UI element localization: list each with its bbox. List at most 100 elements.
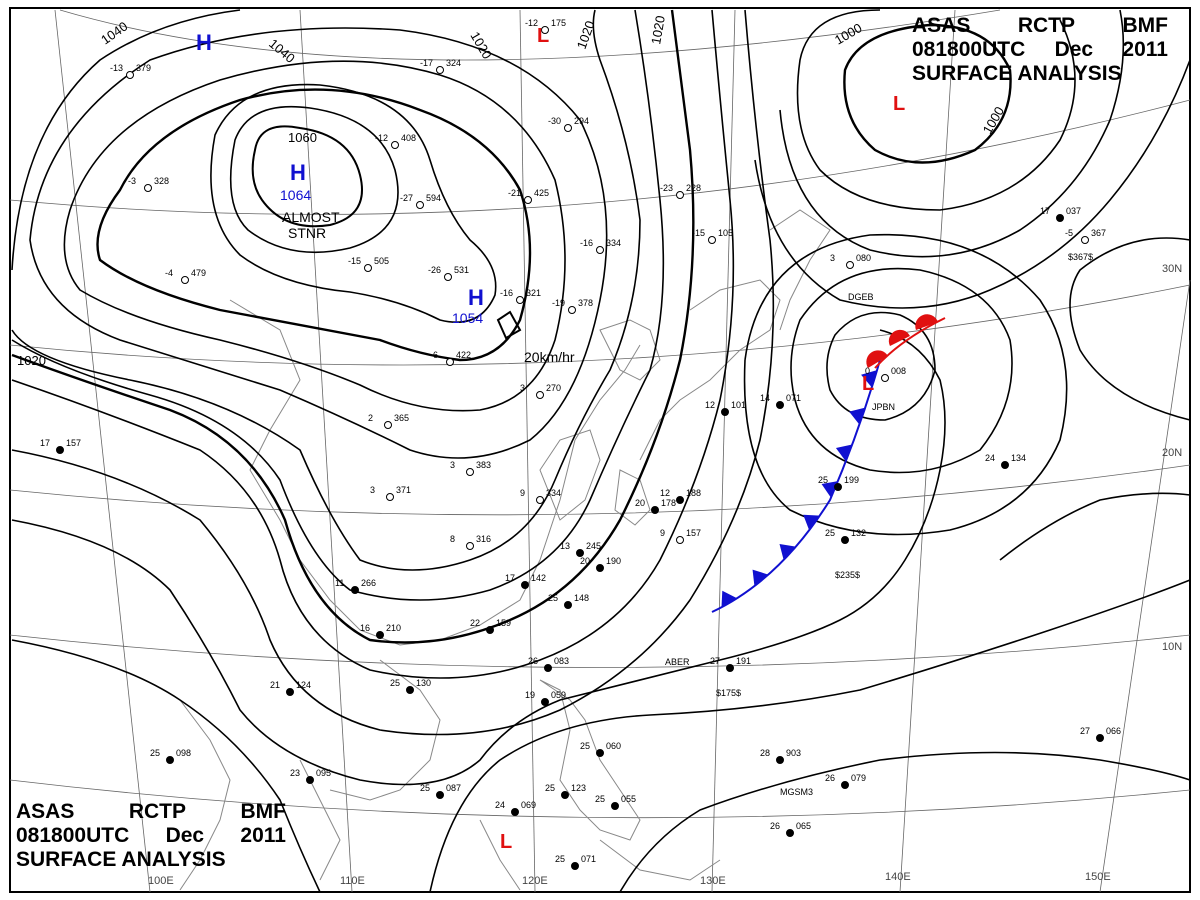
station-plot: -30 294 bbox=[548, 116, 589, 132]
station-ids: JPBN DGEB ABER MGSM3 $367$ $235$ $175$ bbox=[665, 252, 1093, 797]
station-circle bbox=[351, 586, 359, 594]
station-temperature: 25 bbox=[390, 678, 400, 688]
header-month: Dec bbox=[165, 824, 205, 847]
station-temperature: 17 bbox=[505, 573, 515, 583]
station-circle bbox=[726, 664, 734, 672]
station-temperature: 3 bbox=[520, 383, 525, 393]
station-temperature: 24 bbox=[985, 453, 995, 463]
station-temperature: 27 bbox=[710, 656, 720, 666]
station-temperature: 26 bbox=[770, 821, 780, 831]
station-plot: -4 479 bbox=[165, 268, 206, 284]
station-circle bbox=[521, 581, 529, 589]
isobar-label: 1040 bbox=[266, 36, 298, 66]
station-temperature: -12 bbox=[525, 18, 538, 28]
station-circle bbox=[126, 71, 134, 79]
station-plot: 8 316 bbox=[450, 534, 491, 550]
low-center-symbol: L bbox=[500, 831, 512, 853]
station-pressure: 142 bbox=[531, 573, 546, 583]
station-temperature: 14 bbox=[760, 393, 770, 403]
station-plot: 25 060 bbox=[580, 741, 621, 757]
station-pressure: 321 bbox=[526, 288, 541, 298]
lon-label: 100E bbox=[148, 875, 174, 887]
station-plot: 25 071 bbox=[555, 854, 596, 870]
station-circle bbox=[786, 829, 794, 837]
low-center-symbol: L bbox=[862, 373, 874, 395]
station-circle bbox=[376, 631, 384, 639]
station-temperature: 25 bbox=[548, 593, 558, 603]
station-plot: 25 148 bbox=[548, 593, 589, 609]
station-pressure: 083 bbox=[554, 656, 569, 666]
station-temperature: -30 bbox=[548, 116, 561, 126]
station-plot: 3 383 bbox=[450, 460, 491, 476]
station-pressure: 594 bbox=[426, 193, 441, 203]
station-plot: 17 037 bbox=[1040, 206, 1081, 222]
station-circle bbox=[466, 542, 474, 550]
station-plot: -5 367 bbox=[1065, 228, 1106, 244]
station-temperature: 3 bbox=[450, 460, 455, 470]
station-circle bbox=[486, 626, 494, 634]
header-office: BMF bbox=[1122, 14, 1169, 37]
station-pressure: 065 bbox=[796, 821, 811, 831]
high-center-symbol: H bbox=[290, 160, 306, 185]
station-plot: 24 069 bbox=[495, 800, 536, 816]
station-pressure: 130 bbox=[416, 678, 431, 688]
station-id: JPBN bbox=[872, 402, 895, 412]
station-pressure: 069 bbox=[521, 800, 536, 810]
station-plot: 24 134 bbox=[985, 453, 1026, 469]
station-circle bbox=[541, 26, 549, 34]
station-temperature: 12 bbox=[660, 488, 670, 498]
cold-front-tooth bbox=[721, 590, 738, 608]
station-temperature: 25 bbox=[150, 748, 160, 758]
station-pressure: 379 bbox=[136, 63, 151, 73]
station-temperature: -27 bbox=[400, 193, 413, 203]
station-temperature: 12 bbox=[705, 400, 715, 410]
header-year: 2011 bbox=[240, 824, 286, 847]
station-plot: 17 157 bbox=[40, 438, 81, 454]
station-temperature: 9 bbox=[520, 488, 525, 498]
grid-labels: 30N 20N 10N 100E 110E 120E 130E 140E 150… bbox=[148, 263, 1182, 887]
station-pressure: 178 bbox=[661, 498, 676, 508]
station-plot: 23 095 bbox=[290, 768, 331, 784]
station-pressure: 095 bbox=[316, 768, 331, 778]
station-circle bbox=[541, 698, 549, 706]
station-plot: 3 371 bbox=[370, 485, 411, 501]
station-plot: 11 266 bbox=[335, 578, 376, 594]
station-circle bbox=[676, 191, 684, 199]
station-temperature: -16 bbox=[580, 238, 593, 248]
station-plot: -3 328 bbox=[128, 176, 169, 192]
station-plot: -17 324 bbox=[420, 58, 461, 74]
header-row: ASAS RCTP BMF bbox=[912, 14, 1168, 38]
ship-tag: $175$ bbox=[716, 688, 741, 698]
station-pressure: 191 bbox=[736, 656, 751, 666]
lon-label: 130E bbox=[700, 875, 726, 887]
station-plot: 19 059 bbox=[525, 690, 566, 706]
station-plot: -13 379 bbox=[110, 63, 151, 79]
station-temperature: 8 bbox=[450, 534, 455, 544]
station-temperature: 26 bbox=[528, 656, 538, 666]
station-temperature: 3 bbox=[370, 485, 375, 495]
station-plot: 25 098 bbox=[150, 748, 191, 764]
header-time: 081800UTC bbox=[912, 38, 1026, 61]
station-pressure: 505 bbox=[374, 256, 389, 266]
station-circle bbox=[576, 549, 584, 557]
station-circle bbox=[466, 468, 474, 476]
station-circle bbox=[306, 776, 314, 784]
warm-front bbox=[866, 314, 946, 369]
station-circle bbox=[436, 791, 444, 799]
station-temperature: -5 bbox=[1065, 228, 1073, 238]
station-circle bbox=[286, 688, 294, 696]
pressure-centers: H H H L L L L bbox=[196, 25, 905, 853]
station-circle bbox=[416, 201, 424, 209]
station-circle bbox=[561, 791, 569, 799]
station-temperature: 21 bbox=[270, 680, 280, 690]
station-plot: -16 321 bbox=[500, 288, 541, 304]
station-pressure: 328 bbox=[154, 176, 169, 186]
station-plot: 28 903 bbox=[760, 748, 801, 764]
station-temperature: 17 bbox=[40, 438, 50, 448]
station-pressure: 132 bbox=[851, 528, 866, 538]
station-plot: 27 191 bbox=[710, 656, 751, 672]
station-plot: 25 199 bbox=[818, 475, 859, 491]
ship-tag: $235$ bbox=[835, 570, 860, 580]
